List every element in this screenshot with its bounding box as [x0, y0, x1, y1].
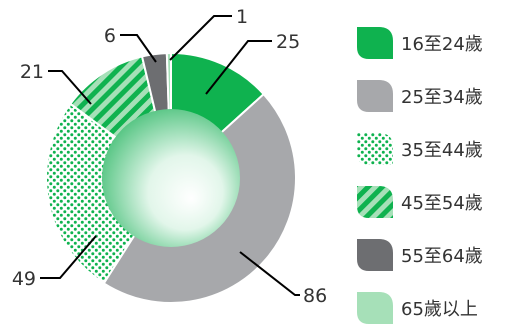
leader-line-6 — [169, 15, 232, 61]
legend-label-2: 25至34歲 — [401, 87, 483, 108]
legend-swatch-2 — [357, 80, 393, 112]
legend-label-1: 16至24歲 — [401, 34, 483, 55]
donut-hole — [102, 109, 240, 247]
legend-label-3: 35至44歲 — [401, 140, 483, 161]
data-label-5: 6 — [104, 25, 116, 47]
data-label-3: 49 — [12, 268, 36, 290]
legend-swatch-3 — [357, 133, 393, 165]
legend-label-6: 65歲以上 — [401, 299, 478, 320]
legend-swatch-6 — [357, 292, 393, 324]
leader-line-5 — [120, 34, 157, 63]
data-label-4: 21 — [20, 61, 44, 83]
legend-swatch-4 — [357, 186, 393, 218]
leader-line-2 — [239, 251, 300, 296]
data-label-6: 1 — [236, 6, 248, 28]
legend-swatch-5 — [357, 239, 393, 271]
data-label-1: 25 — [276, 31, 300, 53]
legend-label-4: 45至54歲 — [401, 193, 483, 214]
data-label-2: 86 — [303, 285, 327, 307]
legend-swatch-1 — [357, 27, 393, 59]
legend-label-5: 55至64歲 — [401, 246, 483, 267]
leader-line-1 — [205, 40, 272, 95]
leader-line-3 — [40, 235, 97, 279]
leader-line-4 — [48, 70, 92, 105]
